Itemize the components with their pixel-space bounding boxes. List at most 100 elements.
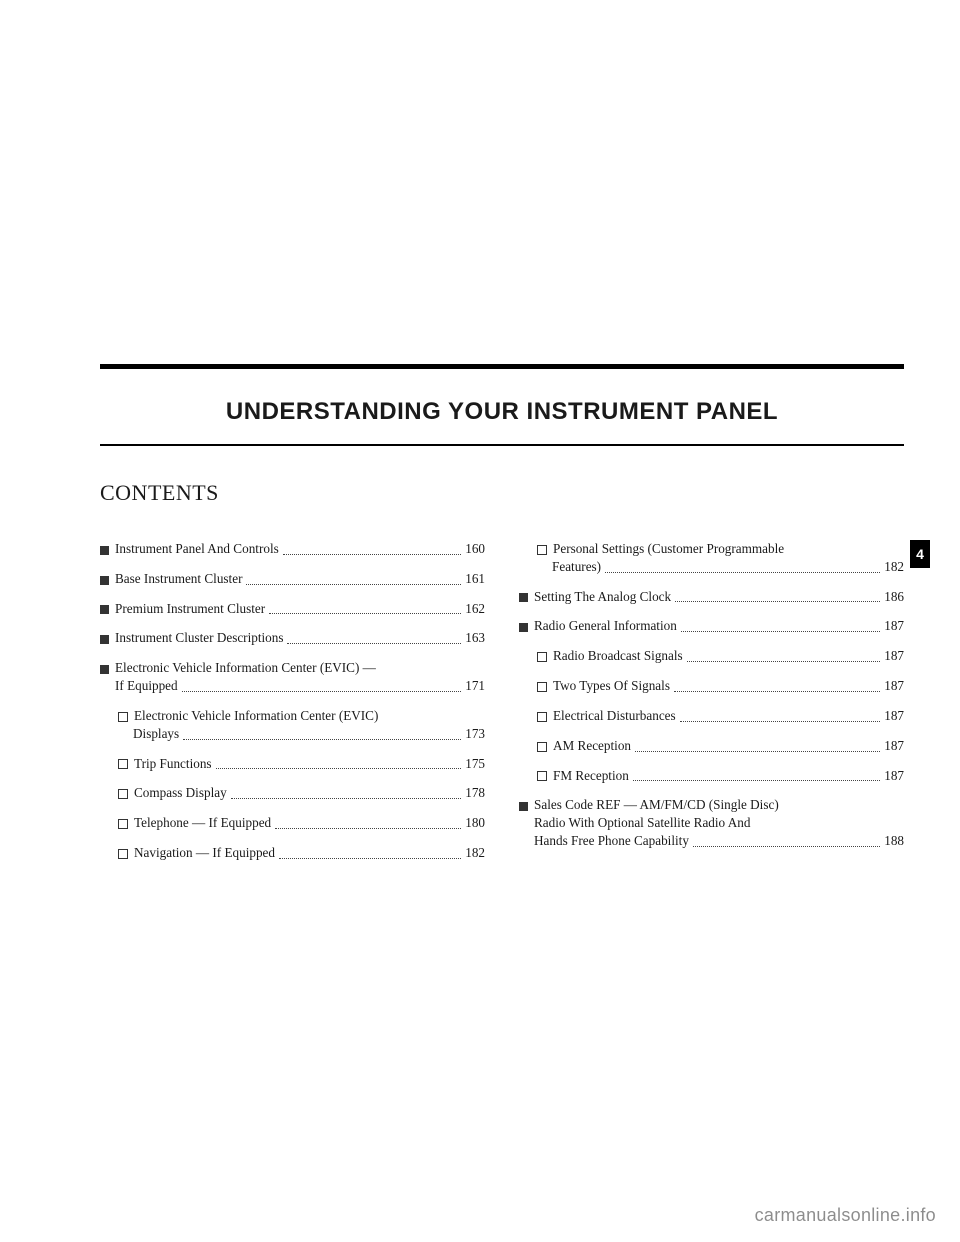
dot-leader [182, 691, 462, 692]
toc-entry-title: Premium Instrument Cluster [115, 600, 265, 618]
toc-entry: Instrument Panel And Controls 160 [100, 540, 485, 558]
toc-page-number: 188 [884, 832, 904, 850]
toc-right-column: Personal Settings (Customer Programmable… [519, 540, 904, 874]
toc-entry-title: Personal Settings (Customer Programmable [553, 540, 784, 558]
watermark: carmanualsonline.info [755, 1205, 936, 1226]
toc-entry-title: Trip Functions [134, 755, 212, 773]
toc-page-number: 186 [884, 588, 904, 606]
toc-entry-title: Navigation — If Equipped [134, 844, 275, 862]
dot-leader [231, 798, 462, 799]
dot-leader [279, 858, 461, 859]
toc-entry-title: Compass Display [134, 784, 227, 802]
toc-entry-title-cont: Radio With Optional Satellite Radio And [534, 814, 750, 832]
hollow-square-bullet-icon [537, 771, 547, 781]
dot-leader [675, 601, 880, 602]
dot-leader [287, 643, 461, 644]
toc-entry-title: Telephone — If Equipped [134, 814, 271, 832]
dot-leader [216, 768, 462, 769]
toc-entry-title: Electronic Vehicle Information Center (E… [134, 707, 378, 725]
solid-square-bullet-icon [100, 665, 109, 674]
toc-entry-title-cont: Displays [133, 725, 179, 743]
solid-square-bullet-icon [519, 623, 528, 632]
toc-columns: Instrument Panel And Controls 160 Base Ins… [100, 540, 904, 874]
solid-square-bullet-icon [519, 802, 528, 811]
toc-page-number: 182 [465, 844, 485, 862]
dot-leader [605, 572, 880, 573]
toc-entry: Setting The Analog Clock 186 [519, 588, 904, 606]
toc-entry: Electronic Vehicle Information Center (E… [100, 707, 485, 743]
toc-page-number: 171 [465, 677, 485, 695]
toc-entry-title: AM Reception [553, 737, 631, 755]
toc-entry: Electronic Vehicle Information Center (E… [100, 659, 485, 695]
toc-entry: Personal Settings (Customer Programmable… [519, 540, 904, 576]
toc-page-number: 187 [884, 617, 904, 635]
thin-rule [100, 444, 904, 446]
toc-page-number: 187 [884, 737, 904, 755]
toc-entry: Two Types Of Signals 187 [519, 677, 904, 695]
toc-entry-title-cont: Features) [552, 558, 601, 576]
toc-page-number: 180 [465, 814, 485, 832]
contents-heading: CONTENTS [100, 480, 219, 506]
manual-page: UNDERSTANDING YOUR INSTRUMENT PANEL CONT… [0, 0, 960, 1242]
toc-entry-title: Instrument Panel And Controls [115, 540, 279, 558]
toc-left-column: Instrument Panel And Controls 160 Base Ins… [100, 540, 485, 874]
section-tab: 4 [910, 540, 930, 568]
toc-entry: Navigation — If Equipped 182 [100, 844, 485, 862]
dot-leader [246, 584, 461, 585]
hollow-square-bullet-icon [118, 759, 128, 769]
toc-entry: Instrument Cluster Descriptions 163 [100, 629, 485, 647]
toc-entry-title: Sales Code REF — AM/FM/CD (Single Disc) [534, 796, 779, 814]
hollow-square-bullet-icon [118, 712, 128, 722]
toc-page-number: 187 [884, 677, 904, 695]
dot-leader [275, 828, 461, 829]
toc-entry-title: Two Types Of Signals [553, 677, 670, 695]
toc-page-number: 175 [465, 755, 485, 773]
dot-leader [674, 691, 880, 692]
toc-entry: Base Instrument Cluster161 [100, 570, 485, 588]
toc-entry-title: Base Instrument Cluster [115, 570, 242, 588]
top-heavy-rule [100, 364, 904, 369]
toc-entry: Sales Code REF — AM/FM/CD (Single Disc)R… [519, 796, 904, 849]
solid-square-bullet-icon [519, 593, 528, 602]
toc-entry: FM Reception187 [519, 767, 904, 785]
toc-entry: Radio General Information 187 [519, 617, 904, 635]
solid-square-bullet-icon [100, 605, 109, 614]
hollow-square-bullet-icon [537, 742, 547, 752]
toc-entry-title: Electronic Vehicle Information Center (E… [115, 659, 376, 677]
toc-page-number: 162 [465, 600, 485, 618]
toc-entry: AM Reception 187 [519, 737, 904, 755]
hollow-square-bullet-icon [118, 789, 128, 799]
toc-page-number: 163 [465, 629, 485, 647]
dot-leader [693, 846, 880, 847]
hollow-square-bullet-icon [537, 682, 547, 692]
toc-entry: Telephone — If Equipped 180 [100, 814, 485, 832]
solid-square-bullet-icon [100, 546, 109, 555]
toc-entry-title: Electrical Disturbances [553, 707, 676, 725]
solid-square-bullet-icon [100, 635, 109, 644]
hollow-square-bullet-icon [537, 712, 547, 722]
hollow-square-bullet-icon [537, 652, 547, 662]
toc-entry-title-cont: If Equipped [115, 677, 178, 695]
dot-leader [680, 721, 881, 722]
hollow-square-bullet-icon [118, 849, 128, 859]
hollow-square-bullet-icon [118, 819, 128, 829]
dot-leader [283, 554, 461, 555]
dot-leader [183, 739, 461, 740]
solid-square-bullet-icon [100, 576, 109, 585]
toc-entry-title: Setting The Analog Clock [534, 588, 671, 606]
dot-leader [681, 631, 880, 632]
toc-entry-title: Instrument Cluster Descriptions [115, 629, 283, 647]
toc-entry-title: Radio Broadcast Signals [553, 647, 683, 665]
toc-entry: Trip Functions 175 [100, 755, 485, 773]
dot-leader [633, 780, 880, 781]
toc-entry-title: Radio General Information [534, 617, 677, 635]
toc-page-number: 187 [884, 767, 904, 785]
toc-entry: Premium Instrument Cluster 162 [100, 600, 485, 618]
toc-entry: Radio Broadcast Signals187 [519, 647, 904, 665]
toc-entry-title-cont: Hands Free Phone Capability [534, 832, 689, 850]
toc-entry: Electrical Disturbances187 [519, 707, 904, 725]
hollow-square-bullet-icon [537, 545, 547, 555]
toc-page-number: 178 [465, 784, 485, 802]
toc-page-number: 160 [465, 540, 485, 558]
dot-leader [687, 661, 881, 662]
